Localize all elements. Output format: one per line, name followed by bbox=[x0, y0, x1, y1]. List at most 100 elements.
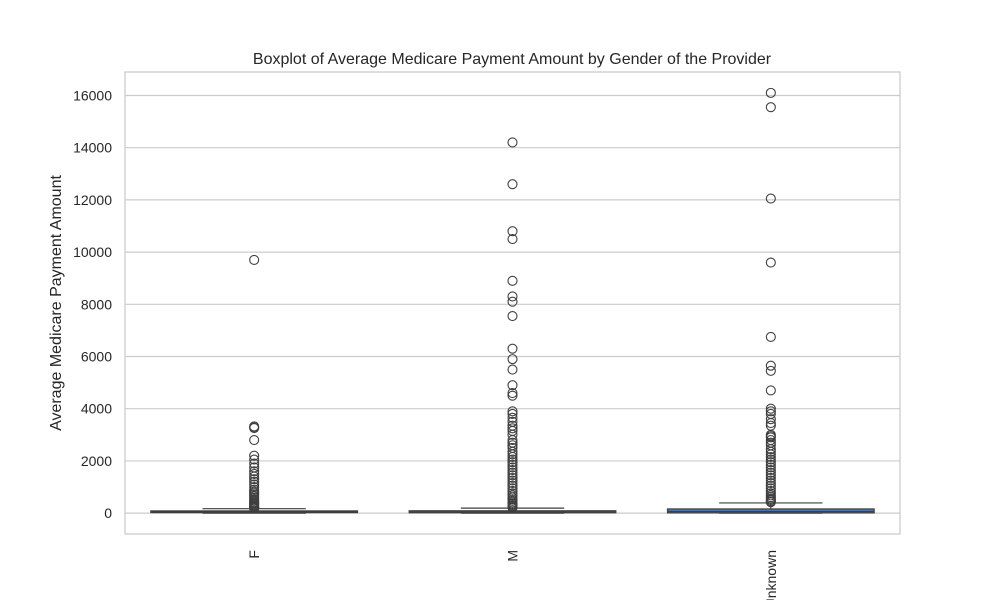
outlier-point bbox=[765, 257, 776, 268]
outlier-point bbox=[507, 459, 518, 470]
outlier-point bbox=[765, 451, 776, 463]
outlier-point bbox=[507, 478, 518, 489]
y-tick-labels: 0 2000 4000 6000 8000 10000 12000 14000 16000 bbox=[73, 87, 112, 521]
outlier-point bbox=[507, 480, 518, 491]
outlier-point bbox=[507, 465, 518, 476]
y-tick-label: 4000 bbox=[81, 401, 112, 417]
outlier-point bbox=[507, 475, 518, 486]
outlier-point bbox=[507, 137, 518, 148]
outlier-point bbox=[507, 354, 518, 365]
outlier-point bbox=[507, 343, 518, 354]
iqr-box bbox=[666, 508, 875, 514]
outlier-point bbox=[765, 454, 776, 465]
outlier-point bbox=[765, 102, 776, 113]
outlier-point bbox=[507, 380, 518, 391]
outlier-point bbox=[249, 458, 260, 469]
outlier-point bbox=[249, 454, 260, 465]
outlier-point bbox=[507, 226, 518, 237]
outlier-point bbox=[765, 406, 776, 417]
outlier-point bbox=[507, 467, 518, 478]
outlier-point bbox=[507, 451, 518, 463]
outlier-point bbox=[765, 331, 776, 342]
outlier-point bbox=[507, 412, 518, 423]
outlier-point bbox=[507, 388, 518, 399]
x-tick-label: M bbox=[505, 550, 521, 562]
outlier-point bbox=[249, 503, 260, 514]
y-tick-label: 14000 bbox=[73, 140, 112, 156]
x-tick-label: Unknown bbox=[763, 550, 779, 600]
outlier-point bbox=[507, 291, 518, 302]
y-tick-label: 16000 bbox=[73, 87, 112, 103]
outlier-point bbox=[507, 502, 518, 513]
outlier-point bbox=[507, 462, 518, 473]
y-tick-label: 6000 bbox=[81, 349, 112, 365]
outlier-point bbox=[507, 472, 518, 483]
y-tick-label: 12000 bbox=[73, 192, 112, 208]
outlier-point bbox=[765, 478, 776, 489]
outlier-point bbox=[249, 434, 260, 446]
box-group-unknown bbox=[666, 87, 875, 514]
outlier-point bbox=[507, 364, 518, 375]
outlier-point bbox=[765, 385, 776, 396]
outlier-point bbox=[765, 418, 776, 429]
outlier-point bbox=[249, 254, 260, 265]
outlier-point bbox=[249, 422, 260, 434]
outlier-point bbox=[507, 406, 518, 417]
outlier-point bbox=[507, 275, 518, 286]
y-tick-label: 8000 bbox=[81, 296, 112, 312]
outlier-point bbox=[765, 475, 776, 486]
outlier-point bbox=[507, 423, 518, 434]
outlier-point bbox=[765, 360, 776, 371]
outlier-point bbox=[765, 472, 776, 483]
outlier-point bbox=[507, 485, 518, 496]
outlier-point bbox=[507, 470, 518, 481]
outlier-point bbox=[249, 466, 260, 477]
outlier-point bbox=[507, 296, 518, 307]
plot-area bbox=[150, 87, 875, 514]
outlier-point bbox=[507, 457, 518, 468]
outlier-point bbox=[507, 234, 518, 245]
outlier-point bbox=[507, 434, 518, 446]
y-tick-label: 0 bbox=[104, 505, 112, 521]
outlier-point bbox=[765, 459, 776, 470]
x-tick-labels: F M Unknown bbox=[246, 550, 779, 600]
outlier-point bbox=[765, 449, 776, 460]
outlier-point bbox=[765, 465, 776, 476]
plot-frame bbox=[124, 71, 901, 535]
outlier-point bbox=[249, 476, 260, 487]
outlier-point bbox=[765, 87, 776, 98]
y-gridlines bbox=[125, 94, 900, 514]
outlier-point bbox=[765, 462, 776, 473]
outlier-point bbox=[507, 179, 518, 190]
box-group-m bbox=[408, 137, 617, 514]
outlier-point bbox=[249, 474, 260, 485]
outlier-point bbox=[249, 450, 260, 461]
outlier-point bbox=[507, 408, 518, 419]
outlier-point bbox=[765, 480, 776, 491]
outlier-point bbox=[507, 454, 518, 465]
outlier-point bbox=[765, 444, 776, 455]
outlier-point bbox=[765, 457, 776, 468]
outlier-point bbox=[507, 449, 518, 460]
outlier-point bbox=[249, 471, 260, 482]
x-tick-label: F bbox=[246, 550, 262, 559]
outlier-point bbox=[765, 470, 776, 481]
y-axis-label: Average Medicare Payment Amount bbox=[48, 175, 65, 431]
outlier-point bbox=[507, 429, 518, 440]
outlier-point bbox=[765, 467, 776, 478]
box-group-f bbox=[150, 254, 359, 514]
y-tick-label: 10000 bbox=[73, 244, 112, 260]
outlier-point bbox=[765, 446, 776, 457]
outlier-point bbox=[765, 414, 776, 425]
outlier-point bbox=[507, 390, 518, 401]
outlier-point bbox=[765, 403, 776, 414]
chart-title: Boxplot of Average Medicare Payment Amou… bbox=[253, 51, 772, 68]
outlier-point bbox=[507, 446, 518, 457]
outlier-point bbox=[249, 468, 260, 480]
outlier-point bbox=[507, 311, 518, 322]
outlier-point bbox=[765, 193, 776, 204]
y-tick-label: 2000 bbox=[81, 453, 112, 469]
outlier-point bbox=[765, 432, 776, 443]
outlier-point bbox=[765, 365, 776, 376]
